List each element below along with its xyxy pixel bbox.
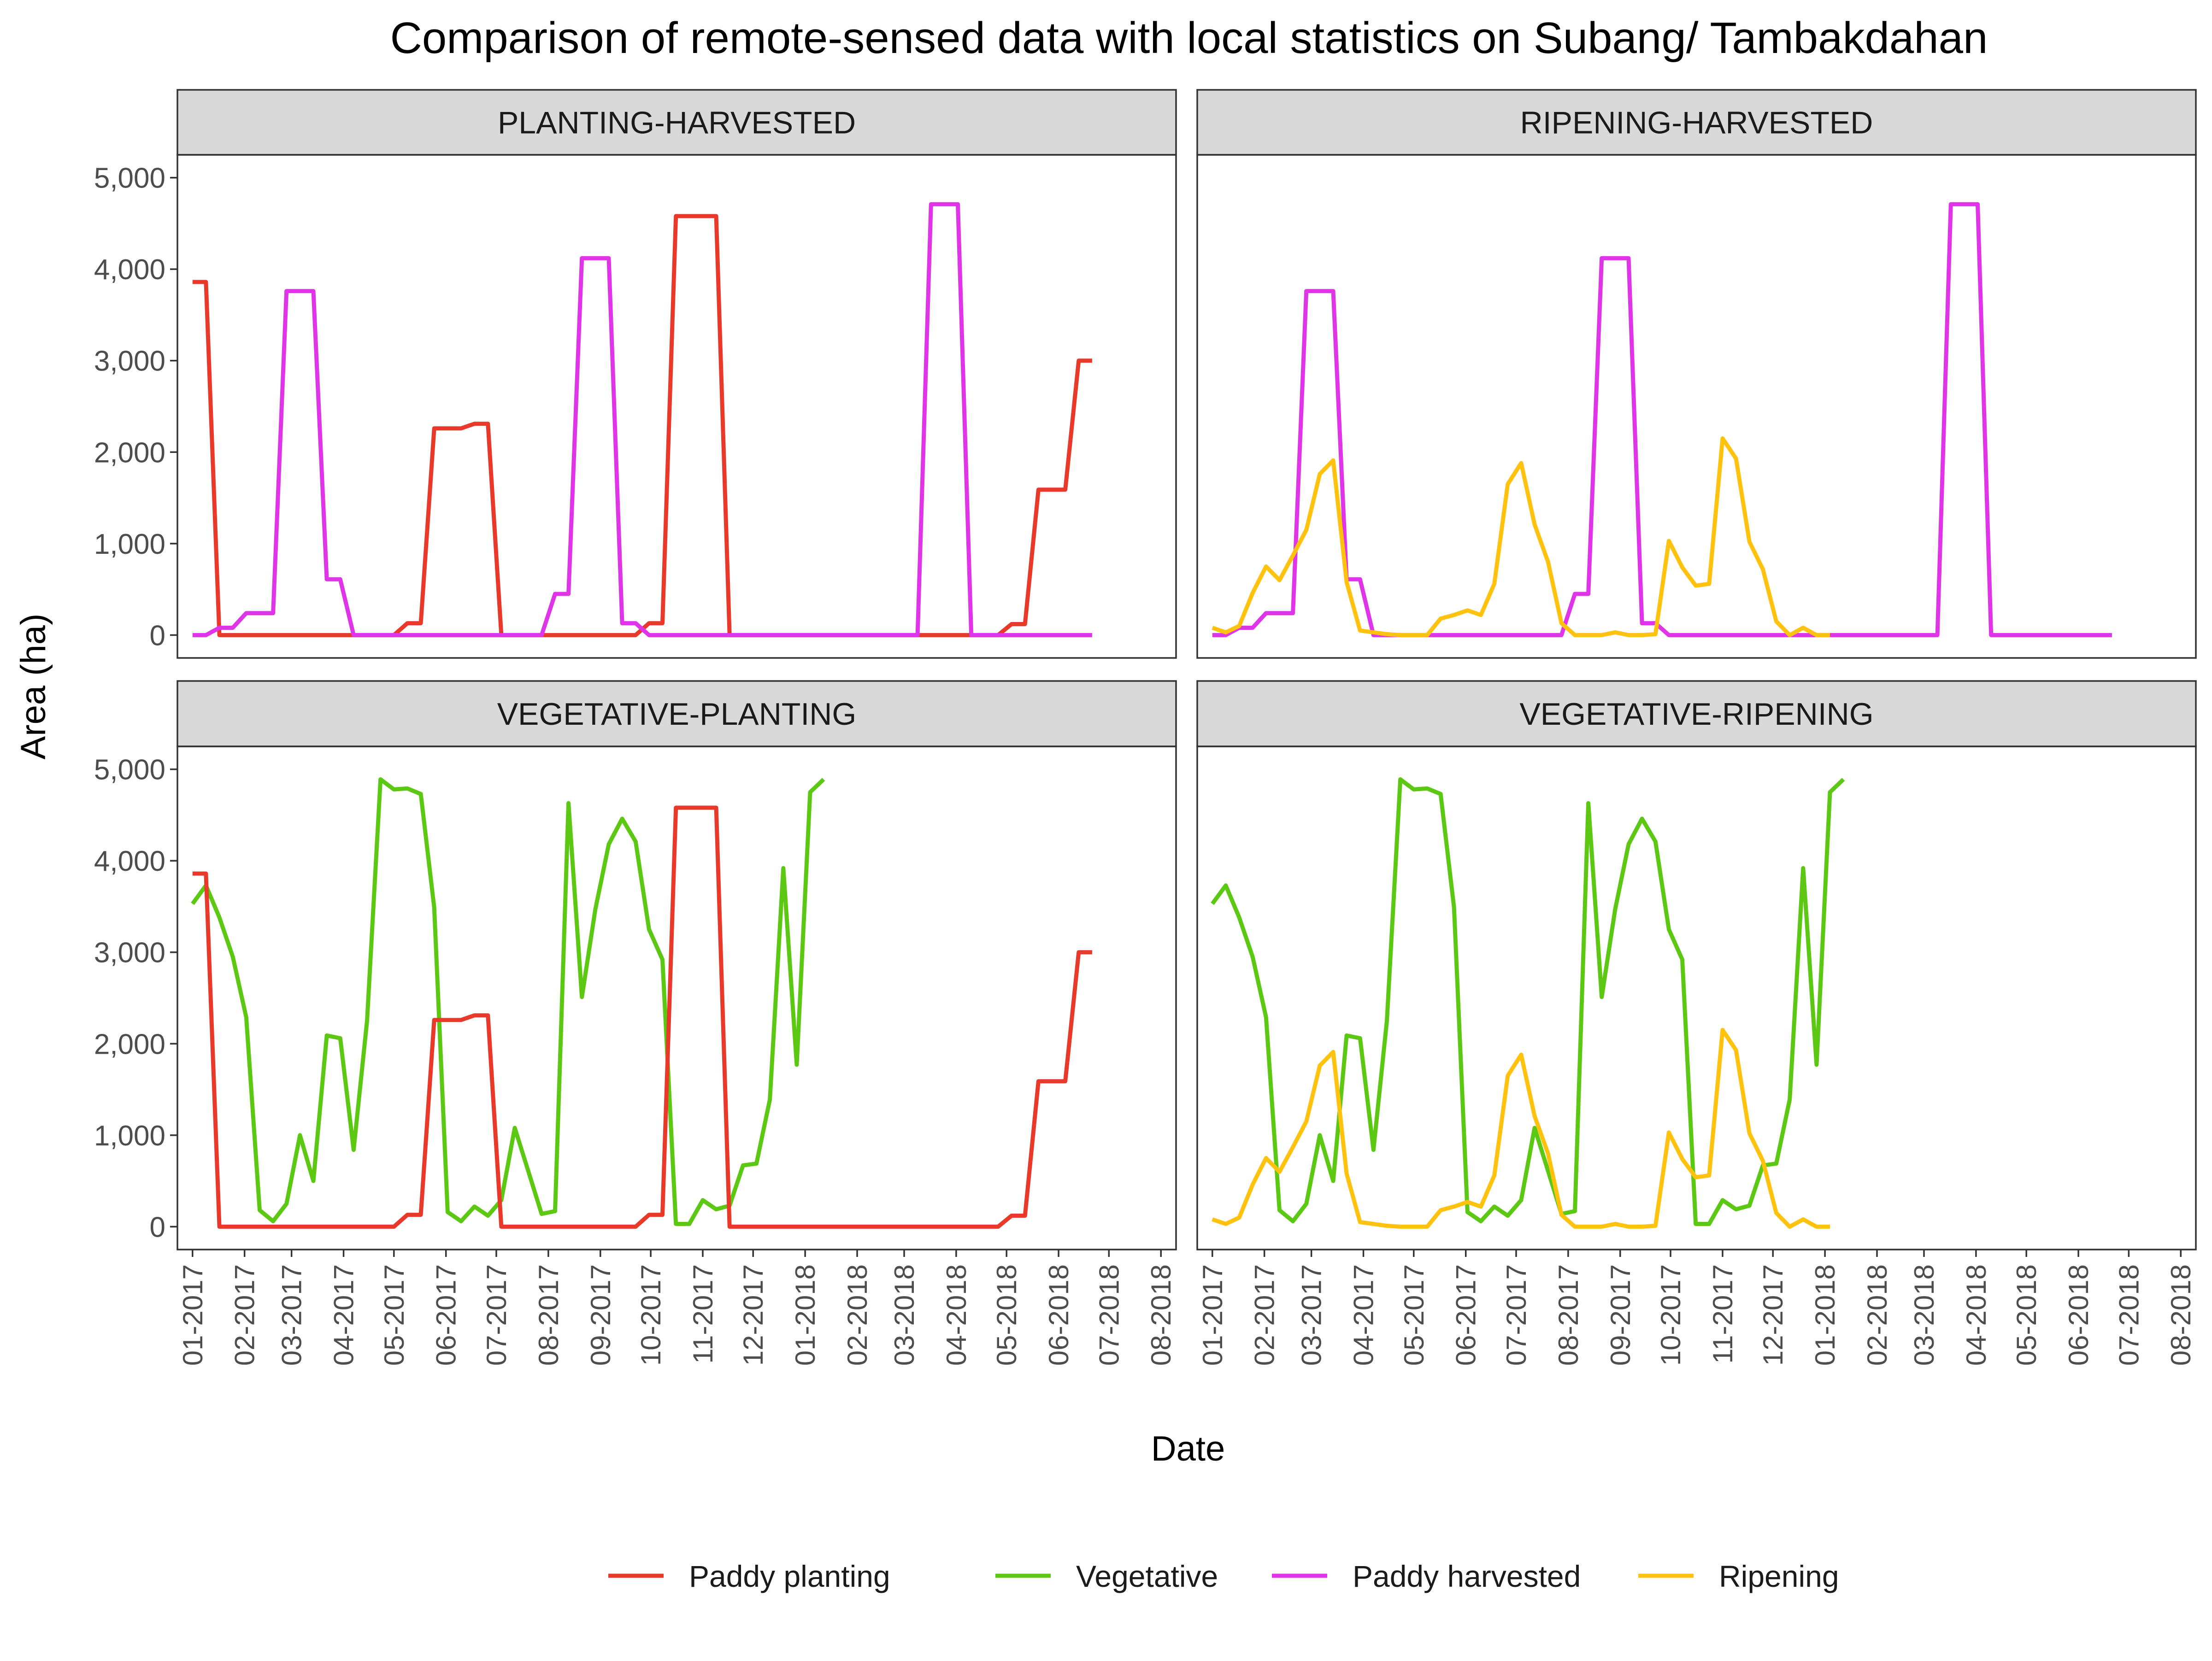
x-tick-label: 09-2017 — [585, 1264, 616, 1366]
x-tick-label: 02-2017 — [229, 1264, 260, 1366]
legend-label: Paddy harvested — [1353, 1559, 1581, 1593]
x-tick-label: 06-2017 — [1451, 1264, 1482, 1366]
chart-title: Comparison of remote-sensed data with lo… — [390, 13, 1988, 63]
legend-label: Ripening — [1719, 1559, 1839, 1593]
legend-label: Paddy planting — [689, 1559, 890, 1593]
series-line-vegetative — [191, 777, 825, 1226]
x-tick-label: 03-2018 — [1909, 1264, 1940, 1366]
y-tick-label: 0 — [150, 620, 165, 651]
x-tick-label: 07-2018 — [1094, 1264, 1124, 1366]
x-tick-label: 05-2017 — [379, 1264, 410, 1366]
x-tick-label: 04-2017 — [329, 1264, 359, 1366]
x-tick-label: 04-2018 — [1961, 1264, 1992, 1366]
y-tick-label: 0 — [150, 1211, 165, 1243]
x-tick-label: 06-2018 — [2063, 1264, 2094, 1366]
legend-item: Ripening — [1638, 1559, 1839, 1593]
panel-title: PLANTING-HARVESTED — [498, 106, 856, 141]
x-tick-label: 05-2018 — [991, 1264, 1022, 1366]
x-tick-label: 09-2017 — [1605, 1264, 1636, 1366]
legend: Paddy planting Vegetative Paddy harvested R… — [608, 1559, 1839, 1593]
x-tick-label: 04-2017 — [1348, 1264, 1379, 1366]
x-tick-label: 11-2017 — [1707, 1264, 1738, 1364]
x-tick-label: 08-2017 — [1553, 1264, 1584, 1366]
panel-strip — [1196, 89, 2197, 156]
y-tick-label: 5,000 — [94, 163, 165, 194]
panel-title: VEGETATIVE-PLANTING — [497, 697, 857, 732]
x-tick-label: 07-2017 — [1501, 1264, 1532, 1366]
panel: PLANTING-HARVESTED 0 1,000 2,000 3,000 4,000 5… — [94, 89, 1177, 659]
series-line-paddy-harvested — [192, 202, 1092, 637]
panel: VEGETATIVE-PLANTING 0 1,000 2,000 3,000 4,000… — [94, 680, 1177, 1366]
x-tick-label: 11-2017 — [688, 1264, 718, 1364]
legend-item: Paddy harvested — [1272, 1559, 1581, 1593]
panel-frame — [176, 745, 1177, 1250]
y-tick-label: 2,000 — [94, 1028, 165, 1060]
x-tick-label: 03-2018 — [889, 1264, 920, 1366]
y-tick-label: 2,000 — [94, 437, 165, 469]
panel: VEGETATIVE-RIPENING 01-2017 02-2017 03-2017… — [1196, 680, 2197, 1366]
series-line-paddy-harvested — [1212, 202, 2112, 637]
x-tick-label: 06-2018 — [1043, 1264, 1074, 1366]
series-line-paddy-planting — [192, 805, 1092, 1229]
y-tick-label: 1,000 — [94, 528, 165, 560]
x-tick-label: 08-2018 — [1146, 1264, 1177, 1366]
y-tick-label: 4,000 — [94, 845, 165, 877]
y-tick-label: 5,000 — [94, 754, 165, 786]
panel-strip — [1196, 680, 2197, 747]
x-tick-label: 01-2017 — [1197, 1264, 1228, 1366]
panels: PLANTING-HARVESTED 0 1,000 2,000 3,000 4,000 5… — [94, 89, 2197, 1366]
panel-title: RIPENING-HARVESTED — [1520, 106, 1873, 141]
x-tick-label: 08-2017 — [533, 1264, 564, 1366]
x-tick-label: 08-2018 — [2165, 1264, 2196, 1366]
y-axis-title: Area (ha) — [14, 614, 53, 760]
panel-title: VEGETATIVE-RIPENING — [1519, 697, 1873, 732]
x-axis-title: Date — [1151, 1429, 1225, 1468]
y-tick-label: 4,000 — [94, 254, 165, 286]
panel-strip — [176, 89, 1177, 156]
x-tick-label: 02-2017 — [1249, 1264, 1280, 1366]
x-tick-label: 06-2017 — [431, 1264, 462, 1366]
series-line-vegetative — [1211, 777, 1845, 1226]
x-tick-label: 07-2018 — [2113, 1264, 2144, 1366]
x-tick-label: 02-2018 — [1862, 1264, 1893, 1366]
x-tick-label: 07-2017 — [481, 1264, 512, 1366]
y-tick-label: 3,000 — [94, 937, 165, 969]
y-tick-label: 1,000 — [94, 1120, 165, 1152]
legend-item: Vegetative — [995, 1559, 1218, 1593]
x-tick-label: 03-2017 — [276, 1264, 307, 1366]
x-tick-label: 12-2017 — [738, 1264, 769, 1366]
panel-frame — [1196, 745, 2197, 1250]
panel-strip — [176, 680, 1177, 747]
x-tick-label: 05-2018 — [2011, 1264, 2042, 1366]
x-tick-label: 05-2017 — [1399, 1264, 1430, 1366]
legend-item: Paddy planting — [608, 1559, 890, 1593]
x-tick-label: 01-2018 — [1810, 1264, 1841, 1366]
x-tick-label: 02-2018 — [842, 1264, 873, 1366]
y-tick-label: 3,000 — [94, 346, 165, 377]
x-tick-label: 03-2017 — [1296, 1264, 1327, 1366]
x-tick-label: 10-2017 — [1655, 1264, 1686, 1366]
panel: RIPENING-HARVESTED — [1196, 89, 2197, 659]
x-tick-label: 10-2017 — [635, 1264, 666, 1366]
x-tick-label: 04-2018 — [941, 1264, 972, 1366]
series-line-ripening — [1212, 1028, 1830, 1229]
x-tick-label: 01-2017 — [177, 1264, 208, 1366]
panel-frame — [176, 154, 1177, 659]
legend-label: Vegetative — [1076, 1559, 1218, 1593]
panel-frame — [1196, 154, 2197, 659]
series-line-ripening — [1212, 436, 1830, 637]
x-tick-label: 12-2017 — [1758, 1264, 1788, 1366]
x-tick-label: 01-2018 — [790, 1264, 821, 1366]
